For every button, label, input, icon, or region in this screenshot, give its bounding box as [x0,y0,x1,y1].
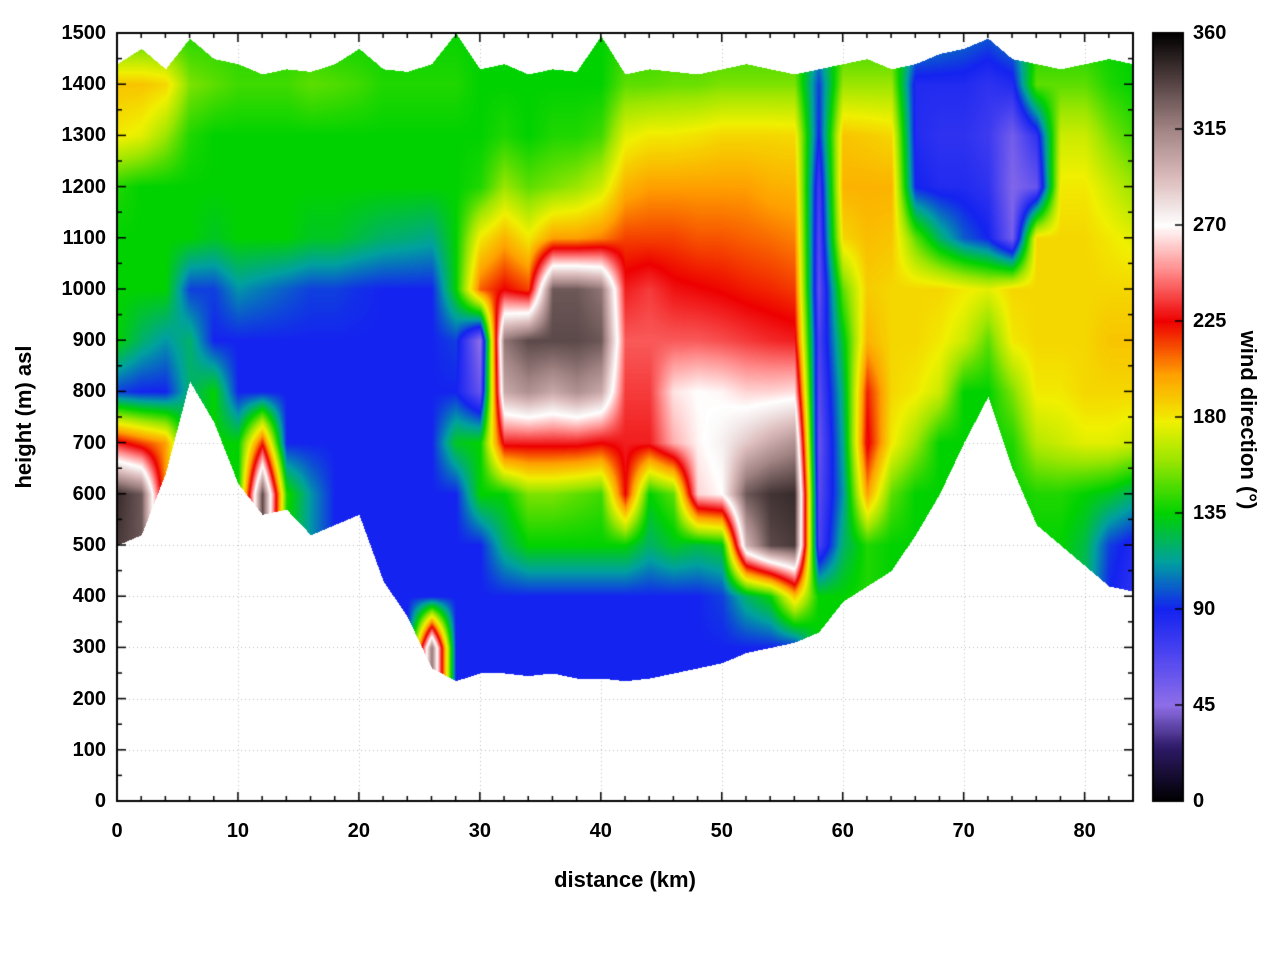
y-tick-label: 700 [72,431,106,454]
y-tick-label: 300 [72,636,106,659]
x-tick-label: 10 [226,820,250,842]
x-axis-title: distance (km) [554,867,696,892]
colorbar-tick-label: 315 [1193,118,1227,140]
y-tick-label: 800 [72,380,106,403]
y-tick-label: 0 [94,790,106,812]
colorbar-tick-label: 0 [1193,790,1205,812]
y-tick-label: 200 [72,687,106,710]
colorbar-tick-label: 225 [1193,310,1227,332]
y-tick-label: 1500 [61,22,107,44]
x-tick-label: 0 [111,820,123,842]
x-tick-label: 20 [347,820,371,842]
x-tick-label: 30 [468,820,491,842]
y-tick-label: 400 [72,585,106,608]
x-tick-label: 40 [589,820,612,842]
colorbar-tick-label: 270 [1193,214,1227,236]
x-tick-label: 60 [831,820,854,842]
x-tick-label: 70 [952,820,975,842]
x-tick-label: 80 [1073,820,1096,842]
y-tick-label: 500 [72,534,106,556]
colorbar-tick-label: 90 [1193,598,1216,620]
colorbar-tick-label: 135 [1193,502,1227,524]
colorbar-tick-label: 45 [1193,694,1216,716]
y-tick-label: 900 [72,329,106,352]
colorbar-title: wind direction (°) [1236,330,1261,510]
colorbar-tick-label: 360 [1193,22,1227,44]
y-tick-label: 1300 [61,124,107,147]
y-tick-label: 100 [72,738,106,761]
y-tick-label: 1400 [61,73,107,96]
x-tick-label: 50 [710,820,733,842]
y-tick-label: 1100 [62,226,106,249]
y-axis-title: height (m) asl [11,345,36,489]
colorbar-tick-label: 180 [1193,406,1227,428]
y-tick-label: 600 [72,482,106,505]
y-tick-label: 1000 [61,278,107,300]
y-tick-label: 1200 [61,175,107,198]
